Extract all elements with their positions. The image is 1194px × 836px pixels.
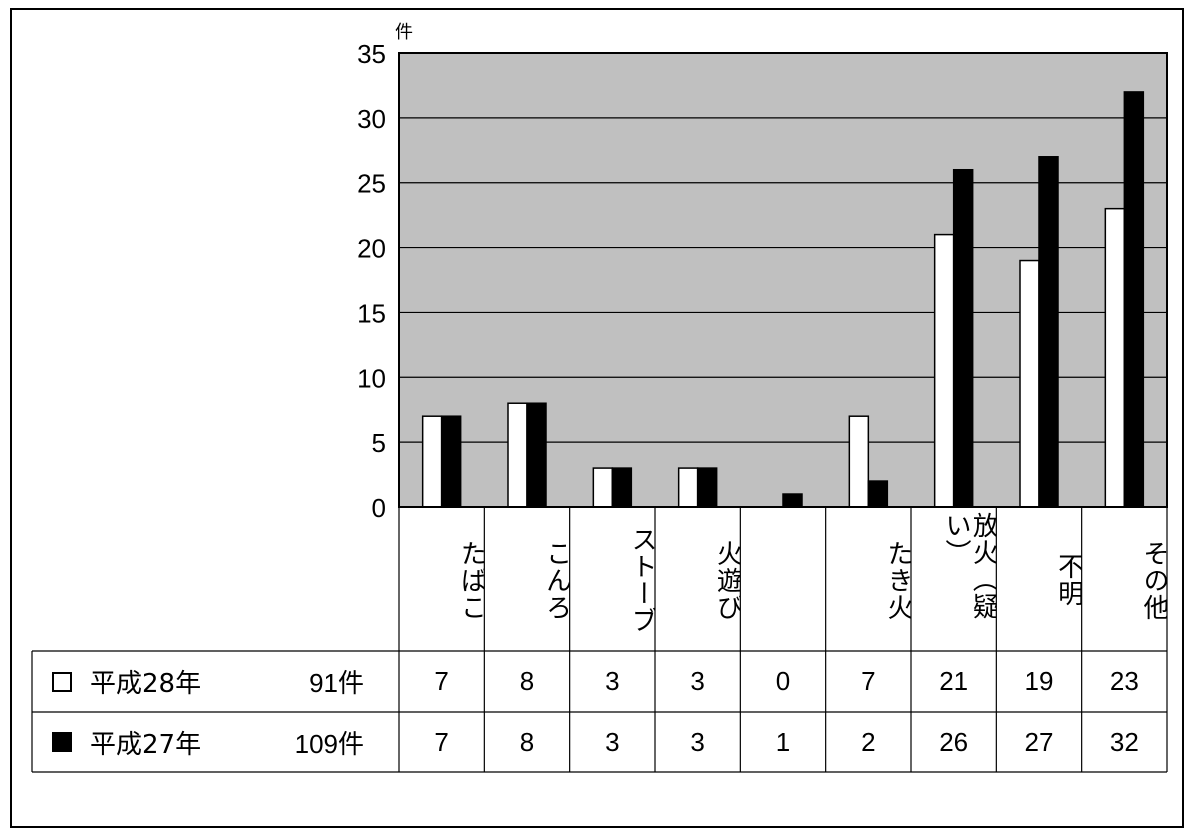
- category-label: たき火: [882, 539, 911, 621]
- y-tick-label: 25: [357, 169, 386, 199]
- table-value-cell: 3: [690, 666, 705, 696]
- bar: [440, 415, 462, 508]
- category-label: 火遊び: [712, 539, 741, 621]
- y-tick-label: 15: [357, 298, 386, 328]
- category-label: その他: [1138, 539, 1167, 621]
- legend-series-name: 平成28年: [90, 669, 202, 699]
- table-value-cell: 2: [861, 726, 876, 757]
- bar: [1104, 207, 1126, 508]
- bar: [526, 402, 547, 508]
- y-tick-label: 10: [357, 363, 386, 393]
- table-value-cell: 23: [1109, 666, 1139, 696]
- legend-swatch-black: [52, 732, 72, 752]
- table-value-cell: 8: [519, 666, 535, 696]
- legend-entry: 平成28年 91件: [32, 651, 400, 712]
- table-value-cell: 21: [939, 666, 969, 696]
- category-label: 不明: [1053, 553, 1082, 607]
- table-value-cell: 19: [1024, 666, 1054, 696]
- table-value-cell: 32: [1109, 726, 1139, 757]
- bar: [677, 467, 699, 508]
- bar: [421, 415, 443, 508]
- legend-series-total: 91件: [309, 668, 364, 698]
- table-value-cell: 1: [775, 726, 791, 757]
- category-label: たばこ: [456, 539, 485, 621]
- y-tick-label: 5: [372, 428, 386, 458]
- table-value-cell: 27: [1024, 726, 1054, 757]
- bar: [507, 402, 528, 508]
- category-label: [740, 512, 825, 648]
- bar: [848, 415, 870, 508]
- bar: [696, 467, 718, 508]
- bar: [1123, 91, 1145, 508]
- bar: [592, 467, 614, 508]
- bar: [867, 480, 889, 508]
- table-value-cell: 3: [605, 726, 620, 757]
- legend-series-name: 平成27年: [90, 729, 202, 760]
- table-value-cell: 8: [519, 726, 535, 757]
- chart-frame: [10, 8, 1184, 828]
- table-value-cell: 3: [605, 666, 620, 696]
- table-value-cell: 3: [690, 726, 705, 757]
- legend-swatch-white: [52, 671, 72, 692]
- y-tick-label: 0: [372, 493, 386, 523]
- y-tick-label: 35: [357, 39, 386, 69]
- table-value-cell: 0: [775, 666, 791, 696]
- bar: [782, 493, 803, 508]
- category-label: こんろ: [541, 539, 570, 621]
- category-label: 放火（疑い）: [941, 512, 997, 620]
- table-value-cell: 7: [434, 666, 449, 696]
- bar: [611, 467, 633, 508]
- plot-border: [398, 52, 1168, 508]
- bar: [933, 233, 955, 508]
- bar: [952, 168, 974, 508]
- table-value-cell: 7: [434, 726, 449, 757]
- bar: [1019, 259, 1040, 508]
- y-tick-label: 20: [357, 234, 386, 264]
- bar: [1038, 156, 1059, 508]
- category-label: ストーブ: [626, 526, 655, 634]
- table-value-cell: 7: [861, 666, 876, 696]
- y-tick-label: 30: [357, 104, 386, 134]
- table-value-cell: 26: [939, 726, 969, 757]
- legend-series-total: 109件: [294, 728, 364, 759]
- y-axis-unit: 件: [395, 22, 413, 43]
- legend-entry: 平成27年 109件: [32, 712, 400, 772]
